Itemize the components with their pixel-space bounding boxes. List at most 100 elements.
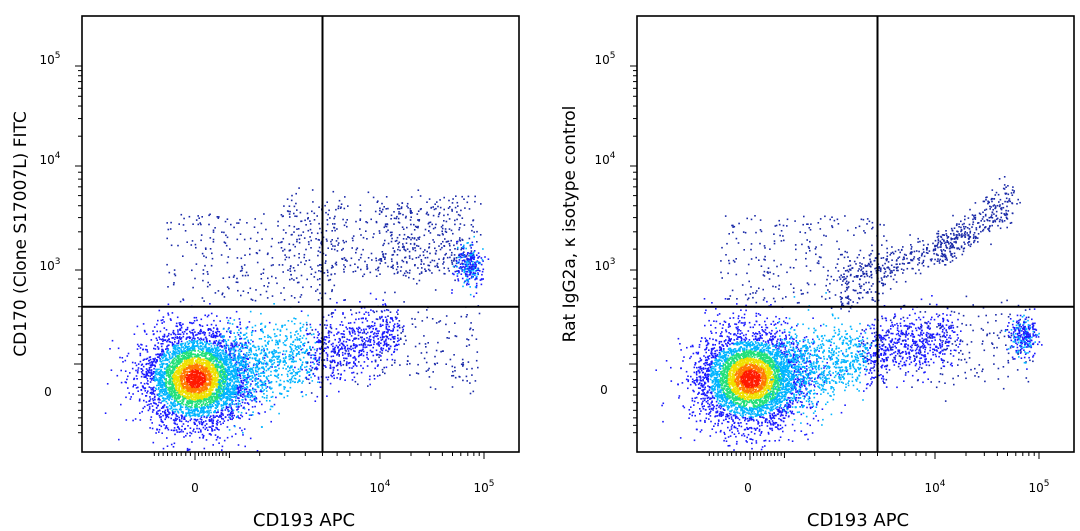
event-dot-main [222, 379, 224, 382]
event-dot-main [170, 357, 173, 359]
event-dot-tail [373, 341, 376, 343]
event-dot-main [157, 410, 159, 412]
event-dot-tail [299, 327, 302, 329]
event-dot-main [149, 400, 151, 402]
event-dot-main [169, 388, 171, 390]
event-dot-tail [239, 350, 242, 353]
event-dot-tail [340, 373, 342, 376]
event-dot-main [228, 383, 230, 385]
event-dot-main [214, 349, 217, 351]
event-dot-main [164, 397, 166, 400]
event-dot-tail [261, 345, 264, 348]
event-dot-main [208, 365, 211, 368]
event-dot-main [177, 357, 180, 360]
event-dot-main [222, 340, 225, 343]
event-dot-main [185, 337, 188, 339]
event-dot-main [213, 374, 216, 376]
event-dot-main [217, 357, 220, 360]
event-dot-tail [235, 393, 238, 395]
event-dot-tail [367, 311, 370, 314]
event-dot-main [194, 403, 196, 406]
event-dot-main [183, 348, 185, 350]
event-dot-main [195, 408, 198, 410]
event-dot-main [253, 399, 255, 401]
event-dot-main [210, 342, 212, 345]
event-dot-main [199, 383, 202, 386]
event-dot-main [160, 353, 162, 355]
event-dot-main [178, 382, 181, 385]
event-dot-tail [275, 351, 278, 353]
event-dot-main [188, 345, 190, 348]
event-dot-tail [357, 334, 360, 337]
event-dot-main [168, 344, 170, 346]
event-dot-main [190, 402, 193, 404]
event-dot-main [158, 428, 161, 431]
event-dot-tail [312, 346, 314, 349]
event-dot-main [216, 420, 218, 423]
event-dot-main [161, 348, 164, 351]
event-dot-main [183, 370, 186, 372]
event-dot-tail [223, 390, 225, 392]
event-dot-tail [394, 335, 396, 338]
event-dot-main [183, 416, 185, 419]
event-dot-main [176, 418, 178, 420]
event-dot-main [188, 408, 190, 411]
event-dot-main [224, 416, 227, 419]
event-dot-main [140, 371, 143, 373]
event-dot-main [247, 365, 250, 368]
event-dot-tail [266, 356, 269, 358]
event-dot-main [216, 328, 219, 330]
event-dot-main [149, 377, 152, 380]
event-dot-main [221, 381, 224, 383]
event-dot-main [192, 430, 194, 432]
event-dot-main [210, 420, 212, 422]
event-dot-main [162, 316, 165, 318]
event-dot-tail [332, 371, 334, 373]
event-dot-main [164, 385, 166, 387]
event-dot-tail [229, 322, 231, 325]
event-dot-tail [278, 355, 281, 358]
event-dot-main [152, 398, 154, 400]
event-dot-main [210, 419, 213, 421]
event-dot-main [197, 368, 199, 370]
event-dot-main [175, 361, 177, 364]
event-dot-main [282, 353, 284, 356]
event-dot-tail [319, 386, 322, 388]
event-dot-tail [289, 355, 291, 358]
event-dot-main [198, 375, 201, 377]
event-dot-main [186, 381, 189, 383]
event-dot-tail [306, 348, 308, 351]
event-dot-main [224, 353, 227, 356]
event-dot-main [212, 389, 214, 391]
event-dot-tail [263, 369, 265, 371]
event-dot-main [189, 354, 191, 357]
event-dot-tail [303, 351, 305, 354]
event-dot-main [158, 309, 161, 312]
event-dot-main [241, 387, 244, 390]
event-dot-tail [248, 351, 250, 354]
event-dot-main [210, 387, 212, 390]
event-dot-tail [316, 395, 319, 398]
event-dot-main [175, 419, 177, 421]
event-dot-main [204, 336, 207, 339]
event-dot-main [208, 382, 210, 384]
event-dot-main [171, 353, 174, 355]
event-dot-main [207, 368, 210, 371]
event-dot-main [175, 359, 178, 361]
event-dot-main [168, 364, 171, 366]
event-dot-main [200, 397, 203, 400]
event-dot-main [215, 393, 218, 395]
event-dot-main [177, 391, 179, 394]
event-dot-main [167, 334, 170, 337]
event-dot-main [251, 406, 254, 408]
event-dot-main [201, 349, 203, 351]
event-dot-main [236, 374, 239, 376]
event-dot-tail [346, 344, 349, 347]
event-dot-main [189, 401, 191, 403]
event-dot-tail [329, 360, 332, 362]
event-dot-main [167, 339, 169, 342]
event-dot-main [186, 380, 188, 382]
event-dot-main [149, 418, 152, 421]
event-dot-main [164, 359, 166, 362]
event-dot-main [145, 395, 148, 397]
